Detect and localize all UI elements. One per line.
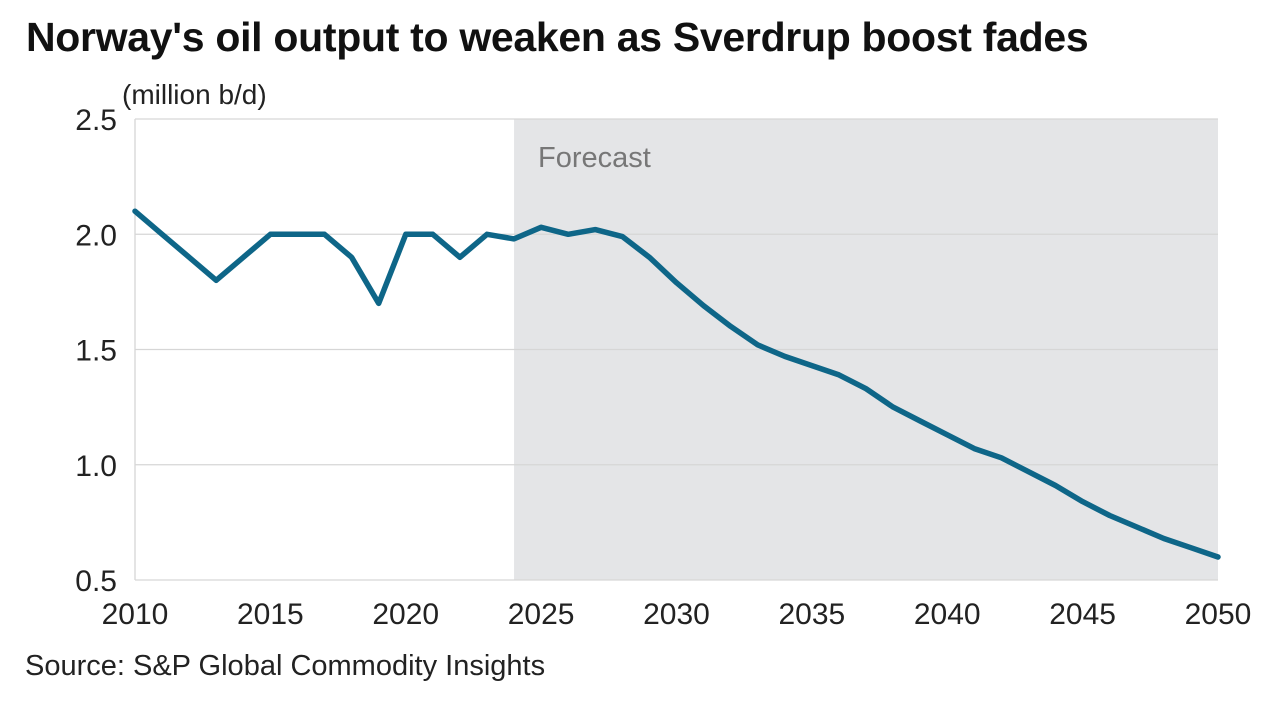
- x-tick-label: 2015: [237, 598, 304, 631]
- y-tick-label: 1.5: [75, 335, 117, 368]
- forecast-annotation: Forecast: [538, 142, 651, 174]
- x-tick-label: 2020: [372, 598, 439, 631]
- x-tick-label: 2040: [914, 598, 981, 631]
- y-axis-unit-label: (million b/d): [122, 79, 267, 110]
- chart-title: Norway's oil output to weaken as Sverdru…: [26, 14, 1089, 60]
- series-line: [132, 208, 1221, 560]
- x-tick-label: 2025: [508, 598, 575, 631]
- y-tick-label: 2.0: [75, 219, 117, 252]
- x-tick-label: 2030: [643, 598, 710, 631]
- source-note: Source: S&P Global Commodity Insights: [25, 650, 545, 682]
- x-tick-label: 2035: [779, 598, 846, 631]
- y-tick-label: 1.0: [75, 450, 117, 483]
- x-tick-label: 2045: [1049, 598, 1116, 631]
- y-tick-label: 2.5: [75, 104, 117, 137]
- x-tick-label: 2010: [102, 598, 169, 631]
- y-tick-label: 0.5: [75, 565, 117, 598]
- x-tick-label: 2050: [1185, 598, 1252, 631]
